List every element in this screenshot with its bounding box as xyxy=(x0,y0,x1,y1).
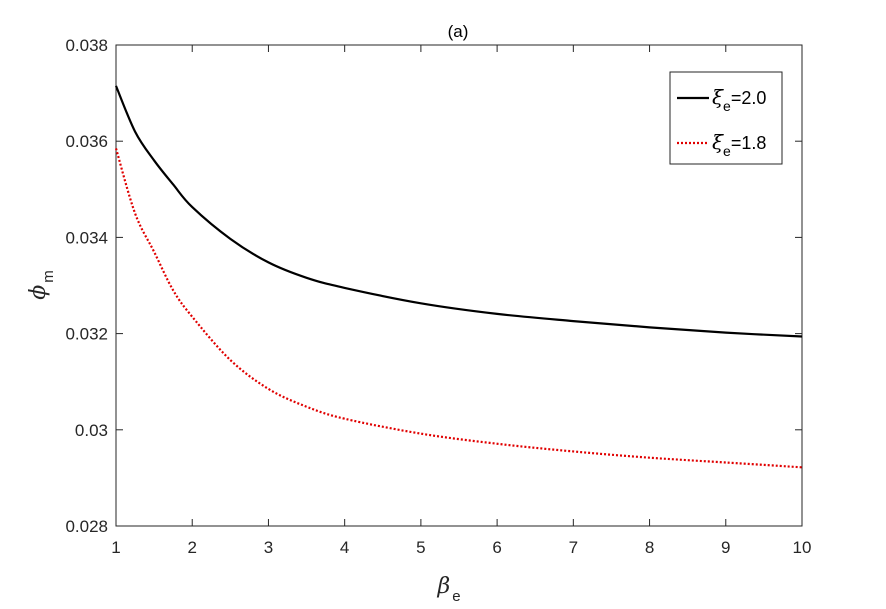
y-tick-label: 0.032 xyxy=(65,325,108,344)
chart-title: (a) xyxy=(448,22,469,41)
legend-1-sub: e xyxy=(723,98,731,114)
x-tick-label: 6 xyxy=(492,538,501,557)
y-tick-label: 0.028 xyxy=(65,517,108,536)
series-line-2 xyxy=(114,148,803,469)
legend-label-series-1: ξe=2.0 xyxy=(712,85,766,114)
x-axis: 1 2 3 4 5 6 7 8 9 10 xyxy=(111,45,811,557)
y-axis: 0.028 0.03 0.032 0.034 0.036 0.038 xyxy=(65,36,802,536)
series-layer xyxy=(114,85,803,469)
x-axis-label-sub: e xyxy=(452,588,460,605)
legend-1-value: =2.0 xyxy=(731,88,767,108)
legend-2-sub: e xyxy=(723,143,731,159)
x-tick-label: 3 xyxy=(264,538,273,557)
x-tick-label: 10 xyxy=(793,538,812,557)
y-tick-label: 0.038 xyxy=(65,36,108,55)
legend-2-symbol: ξ xyxy=(712,130,724,154)
series-line-1 xyxy=(114,85,803,338)
y-axis-label: ϕm xyxy=(26,270,57,300)
x-axis-label-symbol: β xyxy=(436,574,450,599)
y-tick-label: 0.036 xyxy=(65,132,108,151)
x-tick-label: 8 xyxy=(645,538,654,557)
y-axis-label-sub: m xyxy=(40,270,57,283)
x-tick-label: 1 xyxy=(111,538,120,557)
y-tick-label: 0.034 xyxy=(65,228,108,247)
legend-box xyxy=(669,71,783,165)
x-tick-label: 2 xyxy=(187,538,196,557)
legend-2-value: =1.8 xyxy=(731,133,767,153)
y-axis-label-symbol: ϕ xyxy=(26,285,51,300)
legend: ξe=2.0 ξe=1.8 xyxy=(669,71,783,165)
y-tick-label: 0.03 xyxy=(75,421,108,440)
legend-label-series-2: ξe=1.8 xyxy=(712,130,766,159)
x-tick-label: 4 xyxy=(340,538,349,557)
x-tick-label: 7 xyxy=(569,538,578,557)
x-tick-label: 9 xyxy=(721,538,730,557)
x-tick-label: 5 xyxy=(416,538,425,557)
legend-1-symbol: ξ xyxy=(712,85,724,109)
